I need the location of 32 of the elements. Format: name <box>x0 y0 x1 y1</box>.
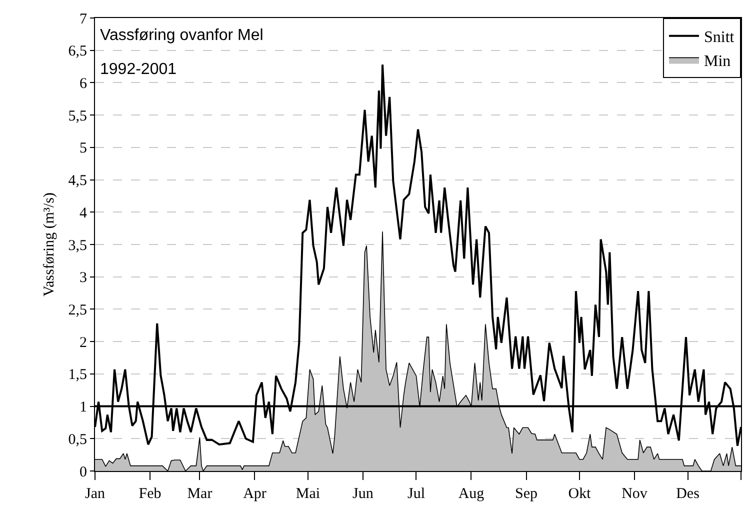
x-tick-label: Okt <box>568 486 592 502</box>
x-tick-label: Sep <box>515 486 538 502</box>
y-tick-label: 1 <box>80 400 87 416</box>
x-tick-label: Apr <box>243 486 266 502</box>
y-tick-label: 4,5 <box>68 173 87 190</box>
x-tick-label: Des <box>676 486 700 502</box>
y-tick-label: 3,5 <box>68 238 87 254</box>
y-tick-label: 0,5 <box>68 432 87 448</box>
x-tick-label: Mai <box>296 486 320 502</box>
x-tick-label: Jan <box>85 486 106 502</box>
x-tick-label: Aug <box>458 486 485 502</box>
x-tick-label: Mar <box>187 486 212 502</box>
x-tick-label: Feb <box>138 486 162 502</box>
y-tick-label: 2 <box>80 334 87 351</box>
x-tick-label: Jun <box>352 486 374 502</box>
text: Vassføring ovanfor Mel <box>100 27 264 44</box>
y-axis-title: Vassføring (m³/s) <box>42 192 58 297</box>
y-tick-label: 6,5 <box>68 44 87 60</box>
y-tick-label: 3 <box>80 270 87 286</box>
y-tick-label: 2,5 <box>68 302 87 318</box>
y-tick-label: 4 <box>80 205 88 222</box>
legend-label: Min <box>704 52 731 70</box>
y-tick-label: 1,5 <box>68 367 87 384</box>
y-tick-label: 5 <box>80 140 87 157</box>
x-tick-label: Nov <box>622 486 648 502</box>
y-tick-label: 5,5 <box>68 108 87 124</box>
y-tick-label: 0 <box>80 464 87 480</box>
x-tick-label: Jul <box>407 486 425 502</box>
text: 1992-2001 <box>100 61 177 78</box>
legend-label: Snitt <box>704 29 735 46</box>
y-tick-label: 6 <box>80 76 88 92</box>
y-tick-label: 7 <box>80 11 88 28</box>
